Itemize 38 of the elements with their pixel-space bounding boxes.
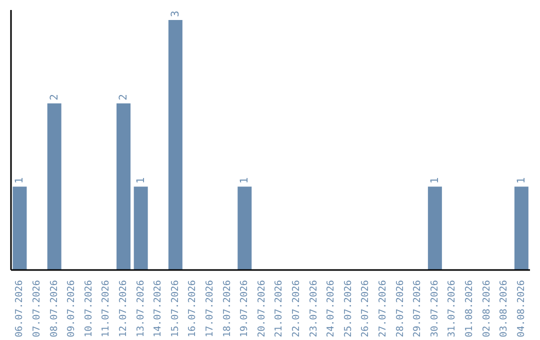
x-tick-label: 24.07.2026: [326, 280, 337, 338]
x-tick-label: 12.07.2026: [118, 280, 129, 338]
x-tick-label: 13.07.2026: [135, 280, 146, 338]
data-label: 1: [428, 177, 441, 184]
x-tick-label: 01.08.2026: [464, 280, 475, 338]
data-label: 1: [14, 177, 26, 184]
x-tick-label: 28.07.2026: [394, 280, 406, 338]
x-tick-label: 25.07.2026: [342, 280, 354, 338]
x-tick-label: 09.07.2026: [66, 280, 78, 338]
x-tick-label: 27.07.2026: [377, 280, 388, 338]
x-tick-label: 31.07.2026: [446, 280, 458, 338]
x-tick-label: 17.07.2026: [204, 280, 216, 338]
x-tick-label: 30.07.2026: [429, 280, 440, 338]
data-label: 1: [238, 177, 251, 184]
x-tick-label: 11.07.2026: [100, 280, 112, 338]
data-label: 2: [48, 94, 60, 100]
data-label: 3: [169, 10, 182, 17]
x-tick-label: 22.07.2026: [290, 280, 302, 338]
x-tick-label: 23.07.2026: [308, 280, 320, 338]
x-tick-label: 08.07.2026: [48, 280, 60, 338]
data-label: 2: [118, 94, 130, 100]
x-tick-label: 21.07.2026: [274, 280, 285, 338]
x-tick-label: 02.08.2026: [481, 280, 492, 338]
x-tick-label: 06.07.2026: [14, 280, 26, 338]
x-tick-label: 29.07.2026: [412, 280, 424, 338]
x-tick-label: 18.07.2026: [222, 280, 233, 338]
data-label: 1: [134, 177, 147, 184]
x-tick-label: 14.07.2026: [152, 280, 164, 338]
x-tick-label: 07.07.2026: [31, 280, 42, 338]
x-tick-label: 10.07.2026: [83, 280, 94, 338]
x-tick-label: 04.08.2026: [516, 280, 527, 338]
x-tick-label: 26.07.2026: [360, 280, 372, 338]
x-tick-label: 03.08.2026: [498, 280, 510, 338]
x-tick-label: 19.07.2026: [239, 280, 250, 338]
x-tick-label: 20.07.2026: [256, 280, 268, 338]
data-label: 1: [515, 177, 528, 184]
x-tick-label: 15.07.2026: [170, 280, 181, 338]
x-tick-label: 16.07.2026: [187, 280, 198, 338]
